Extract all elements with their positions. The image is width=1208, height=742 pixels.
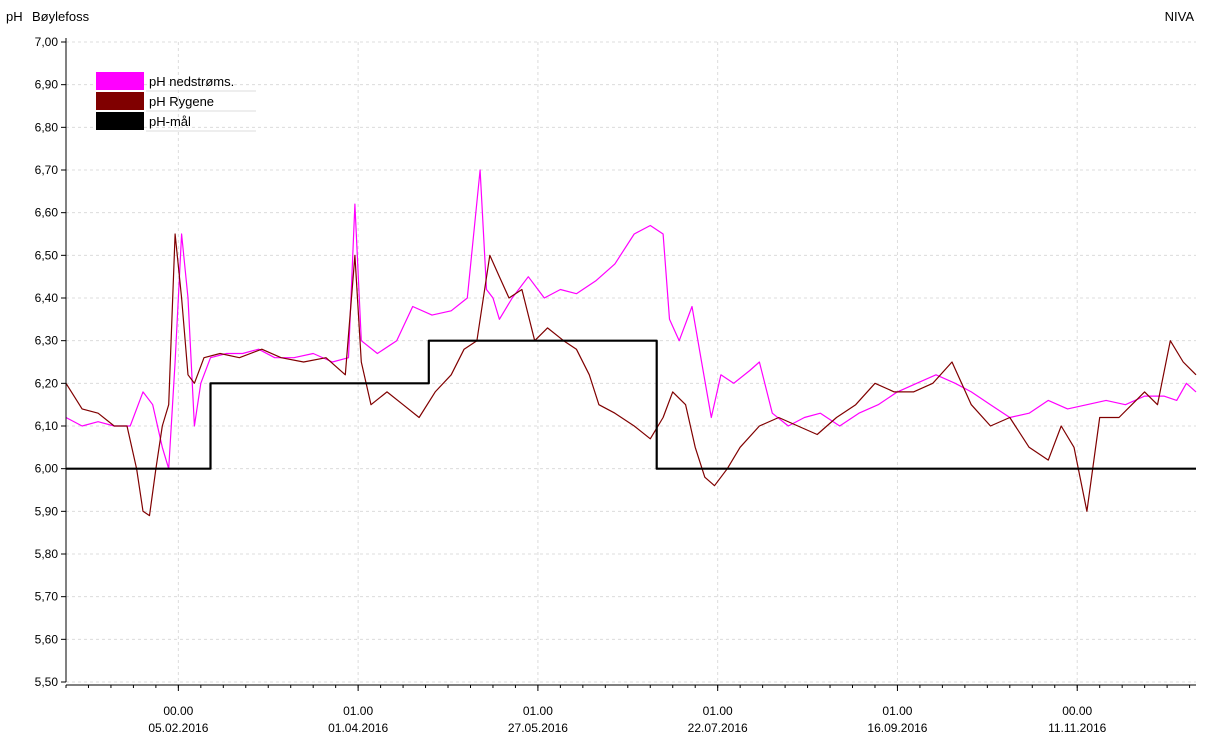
x-tick-time: 01.00 bbox=[523, 704, 553, 718]
x-tick-date: 22.07.2016 bbox=[688, 721, 748, 735]
y-tick-label: 6,00 bbox=[35, 462, 59, 476]
series-lines bbox=[65, 169, 1197, 517]
x-tick-time: 01.00 bbox=[343, 704, 373, 718]
station-title: Bøylefoss bbox=[32, 9, 90, 24]
legend-swatch bbox=[96, 92, 144, 110]
axes bbox=[61, 38, 1196, 691]
x-tick-time: 00.00 bbox=[1062, 704, 1092, 718]
y-tick-label: 5,50 bbox=[35, 675, 59, 689]
x-tick-time: 01.00 bbox=[882, 704, 912, 718]
y-tick-label: 6,20 bbox=[35, 376, 59, 390]
series-line bbox=[65, 233, 1197, 517]
y-tick-label: 5,90 bbox=[35, 504, 59, 518]
x-tick-date: 01.04.2016 bbox=[328, 721, 388, 735]
x-tick-date: 05.02.2016 bbox=[148, 721, 208, 735]
source-label: NIVA bbox=[1164, 9, 1194, 24]
series-line bbox=[65, 169, 1197, 470]
grid-lines bbox=[66, 41, 1196, 683]
legend-swatch bbox=[96, 72, 144, 90]
x-tick-time: 01.00 bbox=[703, 704, 733, 718]
y-unit-label: pH bbox=[6, 9, 23, 24]
y-tick-label: 6,80 bbox=[35, 120, 59, 134]
y-tick-label: 5,70 bbox=[35, 590, 59, 604]
y-tick-label: 6,40 bbox=[35, 291, 59, 305]
x-tick-date: 27.05.2016 bbox=[508, 721, 568, 735]
y-tick-label: 5,60 bbox=[35, 632, 59, 646]
x-axis-labels: 00.00 05.02.2016 01.00 01.04.2016 01.00 27.05… bbox=[148, 704, 1106, 735]
y-tick-label: 6,50 bbox=[35, 248, 59, 262]
y-axis-labels: 7,00 6,90 6,80 6,70 6,60 6,50 6,40 6,30 6,20 6,10… bbox=[35, 35, 59, 689]
x-tick-time: 00.00 bbox=[163, 704, 193, 718]
legend-label: pH-mål bbox=[149, 114, 191, 129]
legend-label: pH nedstrøms. bbox=[149, 74, 234, 89]
legend-swatch bbox=[96, 112, 144, 130]
y-tick-label: 6,60 bbox=[35, 206, 59, 220]
y-tick-label: 5,80 bbox=[35, 547, 59, 561]
x-tick-date: 16.09.2016 bbox=[867, 721, 927, 735]
y-tick-label: 6,30 bbox=[35, 334, 59, 348]
y-tick-label: 6,70 bbox=[35, 163, 59, 177]
x-tick-date: 11.11.2016 bbox=[1048, 721, 1107, 735]
legend-label: pH Rygene bbox=[149, 94, 214, 109]
series-line bbox=[66, 339, 1196, 470]
y-tick-label: 6,90 bbox=[35, 78, 59, 92]
y-tick-label: 7,00 bbox=[35, 35, 59, 49]
y-tick-label: 6,10 bbox=[35, 419, 59, 433]
legend: pH nedstrøms. pH Rygene pH-mål bbox=[96, 72, 256, 132]
